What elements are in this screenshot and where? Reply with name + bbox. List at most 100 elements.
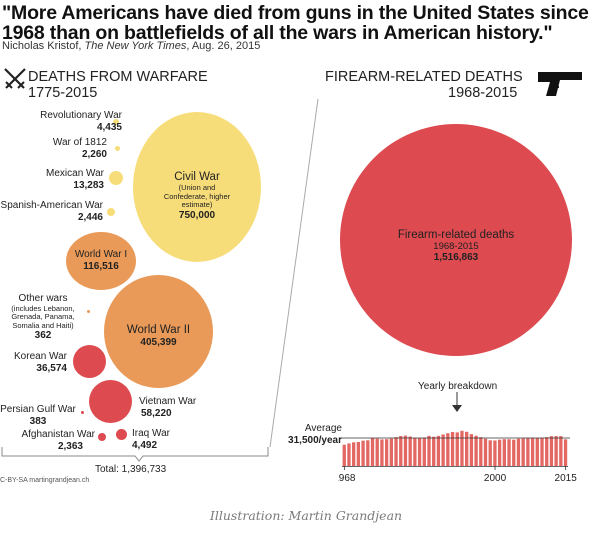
bar-1997	[479, 437, 483, 466]
bar-1985	[422, 437, 426, 466]
yearly-breakdown-label: Yearly breakdown	[418, 381, 498, 392]
bar-1992	[455, 432, 459, 466]
other-wars-bubble	[87, 310, 90, 313]
bar-1972	[361, 440, 365, 466]
revolutionary-war-bubble	[113, 119, 119, 125]
bar-1995	[469, 434, 474, 466]
korean-war-bubble	[73, 345, 106, 378]
iraq-war-value: 4,492	[132, 439, 158, 451]
bar-1989	[441, 434, 445, 466]
bar-1975	[375, 438, 379, 466]
firearm-deaths-name: Firearm-related deaths	[397, 229, 515, 241]
mexican-war-bubble	[109, 171, 123, 185]
firearm-deaths-label: Firearm-related deaths 1968-2015 1,516,8…	[340, 229, 572, 264]
total-bracket	[1, 447, 269, 462]
other-wars-note: (includes Lebanon, Grenada, Panama, Soma…	[11, 303, 75, 330]
bar-2004	[512, 439, 516, 466]
right-section-title: FIREARM-RELATED DEATHS	[325, 69, 523, 85]
korean-war-name: Korean War	[14, 351, 67, 362]
pistol-icon	[538, 72, 582, 96]
spanish-american-war-bubble	[107, 208, 115, 216]
bar-1991	[450, 431, 455, 466]
bar-1996	[474, 435, 478, 466]
caption: Illustration: Martin Grandjean	[209, 508, 403, 523]
bar-2001	[497, 439, 502, 466]
afghanistan-war-label: Afghanistan War 2,363	[21, 429, 95, 452]
civil-war-note: (Union and Confederate, higher estimate)	[163, 183, 231, 209]
bar-1973	[366, 440, 370, 466]
bar-1976	[380, 439, 384, 466]
spanish-american-war-name: Spanish-American War	[0, 200, 103, 211]
firearm-deaths-value: 1,516,863	[433, 252, 479, 263]
bar-1982	[408, 436, 412, 466]
persian-gulf-war-label: Persian Gulf War 383	[0, 404, 76, 427]
world-war-ii-label: World War II 405,399	[104, 324, 213, 349]
section-divider	[269, 98, 319, 448]
bar-1998	[483, 438, 488, 466]
world-war-ii-value: 405,399	[140, 337, 177, 348]
iraq-war-label: Iraq War 4,492	[132, 428, 170, 451]
revolutionary-war-value: 4,435	[96, 121, 122, 133]
bar-1983	[413, 437, 417, 466]
bar-1968	[342, 444, 346, 466]
bar-1978	[389, 438, 393, 466]
bar-1971	[356, 442, 361, 466]
bar-2014	[559, 436, 563, 466]
average-text: Average	[304, 423, 342, 434]
breakdown-arrow	[452, 392, 462, 412]
source-date: , Aug. 26, 2015	[186, 40, 261, 52]
mexican-war-name: Mexican War	[46, 168, 104, 179]
civil-war-label: Civil War (Union and Confederate, higher…	[143, 171, 251, 221]
mexican-war-value: 13,283	[73, 179, 104, 191]
bar-2010	[540, 437, 544, 466]
vietnam-war-value: 58,220	[141, 407, 172, 419]
bar-2012	[549, 436, 554, 466]
source-publication: The New York Times	[84, 40, 187, 52]
iraq-war-name: Iraq War	[132, 428, 170, 439]
credit: C-BY-SA martingrandjean.ch	[0, 477, 90, 484]
war-of-1812-value: 2,260	[81, 148, 107, 160]
bar-1981	[403, 435, 408, 466]
world-war-i-name: World War I	[74, 249, 128, 260]
yearly-bar-chart: 1968 2000 2015	[338, 430, 578, 484]
spanish-american-war-value: 2,446	[77, 211, 103, 223]
tick-label-2000: 2000	[484, 473, 507, 484]
iraq-war-bubble	[116, 429, 127, 440]
right-section-years: 1968-2015	[448, 85, 518, 101]
bar-2007	[526, 438, 530, 466]
firearm-deaths-bubble	[340, 124, 572, 356]
left-section-years: 1775-2015	[28, 85, 98, 101]
vietnam-war-label: Vietnam War 58,220	[139, 396, 196, 419]
vietnam-war-name: Vietnam War	[139, 396, 197, 407]
afghanistan-war-name: Afghanistan War	[21, 429, 95, 440]
world-war-i-label: World War I 116,516	[66, 249, 136, 272]
bar-1994	[465, 431, 469, 466]
total-label: Total: 1,396,733	[95, 464, 167, 475]
bar-1980	[399, 436, 403, 466]
bar-2002	[502, 439, 506, 466]
persian-gulf-war-bubble	[81, 411, 84, 414]
bar-2006	[521, 438, 525, 466]
revolutionary-war-name: Revolutionary War	[40, 110, 122, 121]
world-war-ii-name: World War II	[126, 324, 191, 336]
bar-1969	[347, 443, 351, 466]
average-label: Average 31,500/year	[288, 423, 342, 446]
bar-2011	[545, 437, 549, 466]
world-war-i-value: 116,516	[83, 260, 119, 272]
bar-1979	[394, 437, 398, 466]
war-of-1812-name: War of 1812	[52, 137, 107, 148]
persian-gulf-war-value: 383	[29, 415, 47, 427]
crossed-swords-icon	[4, 68, 26, 89]
bar-2015	[563, 439, 568, 466]
bar-1988	[436, 435, 441, 466]
korean-war-value: 36,574	[36, 362, 67, 374]
war-of-1812-bubble	[115, 146, 120, 151]
firearm-deaths-period: 1968-2015	[433, 241, 479, 252]
korean-war-label: Korean War 36,574	[14, 351, 67, 374]
bar-1990	[446, 433, 450, 466]
tick-label-2015: 2015	[555, 473, 578, 484]
bar-1984	[417, 438, 422, 466]
headline: "More Americans have died from guns in t…	[2, 2, 589, 44]
war-of-1812-label: War of 1812 2,260	[53, 137, 107, 160]
bar-2003	[507, 439, 511, 466]
